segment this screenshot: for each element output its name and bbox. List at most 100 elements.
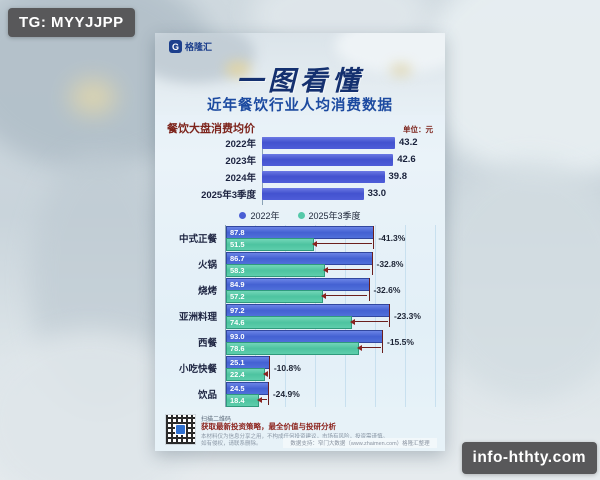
year-label: 2024年 bbox=[225, 172, 256, 184]
change-arrow-line bbox=[361, 347, 381, 348]
arrow-head-icon bbox=[357, 344, 362, 351]
bar-value-label: 74.6 bbox=[230, 318, 245, 327]
change-percent-label: -32.8% bbox=[376, 259, 404, 269]
arrow-head-icon bbox=[321, 292, 327, 299]
avg-price-row: 2023年 42.6 bbox=[155, 153, 416, 167]
gelonghui-logo-icon: G bbox=[169, 40, 182, 53]
category-group: 饮品 24.5 18.4 -24.9% bbox=[155, 382, 440, 407]
avg-price-bar bbox=[262, 187, 364, 200]
data-source-strip: 数据支持：窄门大数据（www.zhaimen.com）格隆汇整理 bbox=[283, 438, 437, 448]
data-source-text: 数据支持：窄门大数据（www.zhaimen.com）格隆汇整理 bbox=[290, 441, 430, 447]
poster-footer: 扫描二维码 获取最新投资策略，最全价值与投研分析 本材料仅为信息分享之用，不构成… bbox=[155, 407, 445, 451]
change-arrow-line bbox=[327, 269, 371, 270]
qr-caption: 扫描二维码 bbox=[201, 417, 232, 423]
site-watermark-badge: info-hthty.com bbox=[461, 442, 597, 474]
bar-value-label: 58.3 bbox=[230, 266, 245, 275]
brand-logo-text: 格隆汇 bbox=[185, 42, 213, 52]
category-label: 火锅 bbox=[197, 259, 217, 271]
change-arrow-line bbox=[325, 295, 368, 296]
bar-2025q3: 18.4 bbox=[226, 394, 259, 407]
category-group: 西餐 93.0 78.6 -15.5% bbox=[155, 330, 440, 355]
arrow-head-icon bbox=[311, 240, 317, 247]
header-blur-shape bbox=[225, 61, 251, 77]
bar-value-label: 51.5 bbox=[230, 240, 245, 249]
category-bars: 93.0 78.6 -15.5% bbox=[225, 330, 440, 355]
category-bars: 86.7 58.3 -32.8% bbox=[225, 252, 440, 277]
bar-value-label: 42.6 bbox=[397, 154, 416, 165]
legend-label: 2022年 bbox=[250, 211, 280, 221]
bar-value-label: 97.2 bbox=[230, 306, 245, 315]
change-arrow-line bbox=[260, 399, 267, 400]
header-blur-shape bbox=[390, 63, 412, 77]
legend-dot-icon bbox=[239, 212, 247, 219]
overall-avg-price-chart: 2022年 43.2 2023年 42.6 2024年 39.8 2025年3季度 33.0 bbox=[155, 135, 445, 207]
avg-price-row: 2022年 43.2 bbox=[155, 136, 418, 150]
legend-dot-icon bbox=[297, 212, 305, 219]
category-bars: 97.2 74.6 -23.3% bbox=[225, 304, 440, 329]
avg-price-bar bbox=[262, 170, 385, 183]
bar-value-label: 57.2 bbox=[230, 292, 245, 301]
category-bars: 87.8 51.5 -41.3% bbox=[225, 226, 440, 251]
change-cap-line bbox=[389, 304, 390, 327]
change-percent-label: -15.5% bbox=[387, 337, 414, 347]
legend-label: 2025年3季度 bbox=[308, 211, 361, 221]
poster-title: 一图看懂 bbox=[236, 66, 364, 96]
year-label: 2023年 bbox=[225, 155, 256, 167]
bar-value-label: 25.1 bbox=[230, 358, 245, 367]
category-group: 亚洲料理 97.2 74.6 -23.3% bbox=[155, 304, 440, 329]
category-bars: 24.5 18.4 -24.9% bbox=[225, 382, 440, 407]
disclaimer-line: 本材料仅为信息分享之用，不构成任何投资建议，市场有风险，投资需谨慎。 bbox=[201, 434, 389, 440]
change-cap-line bbox=[382, 330, 383, 353]
category-group: 小吃快餐 25.1 22.4 -10.8% bbox=[155, 356, 440, 381]
year-label: 2022年 bbox=[225, 138, 256, 150]
category-label: 西餐 bbox=[197, 337, 217, 349]
change-percent-label: -41.3% bbox=[378, 233, 406, 243]
category-label: 中式正餐 bbox=[178, 233, 217, 245]
bar-value-label: 87.8 bbox=[230, 228, 245, 237]
category-label: 亚洲料理 bbox=[178, 311, 217, 323]
change-percent-label: -24.9% bbox=[272, 389, 300, 399]
overall-chart-header: 餐饮大盘消费均价 单位：元 bbox=[167, 120, 433, 136]
backdrop-blur-shape bbox=[420, 0, 600, 180]
backdrop-blur-shape bbox=[430, 160, 600, 400]
bar-value-label: 86.7 bbox=[230, 254, 245, 263]
bar-value-label: 33.0 bbox=[367, 188, 387, 199]
avg-price-row: 2025年3季度 33.0 bbox=[155, 187, 387, 201]
category-bars: 84.9 57.2 -32.6% bbox=[225, 278, 440, 303]
bar-2025q3: 57.2 bbox=[226, 290, 324, 303]
qr-code-logo bbox=[175, 424, 186, 435]
bar-value-label: 84.9 bbox=[230, 280, 245, 289]
brand-logo: G 格隆汇 bbox=[169, 40, 212, 53]
arrow-head-icon bbox=[256, 396, 262, 403]
infographic-poster: G 格隆汇 一图看懂 近年餐饮行业人均消费数据 餐饮大盘消费均价 单位：元 20… bbox=[155, 33, 445, 451]
category-group: 烧烤 84.9 57.2 -32.6% bbox=[155, 278, 440, 303]
category-bars: 25.1 22.4 -10.8% bbox=[225, 356, 440, 381]
legend-item: 2025年3季度 bbox=[297, 209, 361, 222]
change-percent-label: -10.8% bbox=[273, 363, 301, 373]
category-label: 烧烤 bbox=[197, 285, 217, 297]
bar-value-label: 24.5 bbox=[230, 384, 245, 393]
legend-item: 2022年 bbox=[239, 209, 280, 222]
change-percent-label: -32.6% bbox=[373, 285, 401, 295]
overall-chart-title: 餐饮大盘消费均价 bbox=[167, 123, 255, 135]
chart-legend: 2022年 2025年3季度 bbox=[155, 209, 445, 222]
bar-value-label: 39.8 bbox=[388, 171, 408, 182]
arrow-head-icon bbox=[323, 266, 329, 273]
disclaimer-line: 如有侵权，请联系删除。 bbox=[201, 441, 262, 447]
change-cap-line bbox=[373, 226, 375, 249]
avg-price-bar bbox=[262, 153, 394, 166]
bar-value-label: 22.4 bbox=[230, 370, 245, 379]
year-label: 2025年3季度 bbox=[201, 189, 256, 201]
category-label: 饮品 bbox=[197, 389, 217, 401]
change-percent-label: -23.3% bbox=[394, 311, 421, 321]
category-group: 火锅 86.7 58.3 -32.8% bbox=[155, 252, 440, 277]
poster-subtitle: 近年餐饮行业人均消费数据 bbox=[207, 98, 393, 114]
category-label: 小吃快餐 bbox=[178, 363, 217, 375]
bar-2025q3: 78.6 bbox=[226, 342, 359, 355]
change-cap-line bbox=[368, 278, 370, 301]
category-group: 中式正餐 87.8 51.5 -41.3% bbox=[155, 226, 440, 251]
backdrop-blur-shape bbox=[70, 80, 116, 114]
poster-header: G 格隆汇 一图看懂 近年餐饮行业人均消费数据 bbox=[155, 33, 445, 115]
bar-2025q3: 22.4 bbox=[226, 368, 266, 381]
